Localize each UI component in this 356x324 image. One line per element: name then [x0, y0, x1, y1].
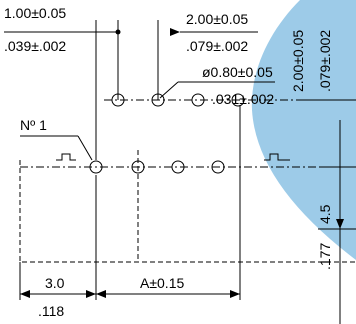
pitch-mm-label: 1.00±0.05 [4, 5, 66, 21]
pitch-in-label: .039±.002 [4, 38, 66, 54]
step-mark-left [56, 153, 76, 161]
depth-arrow [336, 219, 344, 229]
background-blob [251, 0, 356, 260]
hole-bottom-3 [171, 160, 185, 174]
outline-dashed [19, 160, 356, 263]
hole-bottom-1 [89, 160, 103, 174]
spacing-in-label: .079±.002 [186, 38, 248, 54]
hole-in-label: .031±.002 [212, 91, 274, 107]
hole-top-3 [191, 93, 205, 107]
depth-in-label: .177 [317, 243, 333, 270]
a-arrow-right [230, 290, 240, 298]
spacing-mm-label: 2.00±0.05 [186, 11, 248, 27]
hole-leader [159, 81, 179, 99]
pin-leader [77, 135, 93, 161]
right-height-mm-label: 2.00±0.05 [290, 30, 306, 92]
step-mark-right [264, 153, 290, 161]
offset-in-label: .118 [38, 303, 64, 319]
a-arrow-left [96, 290, 106, 298]
offset-arrow-right [86, 290, 96, 298]
hole-top-4 [231, 93, 245, 107]
a-dim-label: A±0.15 [140, 275, 184, 291]
hole-top-2 [151, 93, 165, 107]
hole-mm-label: ø0.80±0.05 [202, 64, 273, 80]
depth-mm-label: 4.5 [317, 204, 333, 224]
offset-mm-label: 3.0 [45, 275, 65, 291]
spacing-arrow [170, 28, 180, 36]
offset-arrow-left [20, 290, 30, 298]
hole-bottom-4 [211, 160, 225, 174]
pin-label: Nº 1 [20, 117, 47, 133]
right-height-in-label: .079±.002 [317, 30, 333, 92]
hole-top-1 [111, 93, 125, 107]
